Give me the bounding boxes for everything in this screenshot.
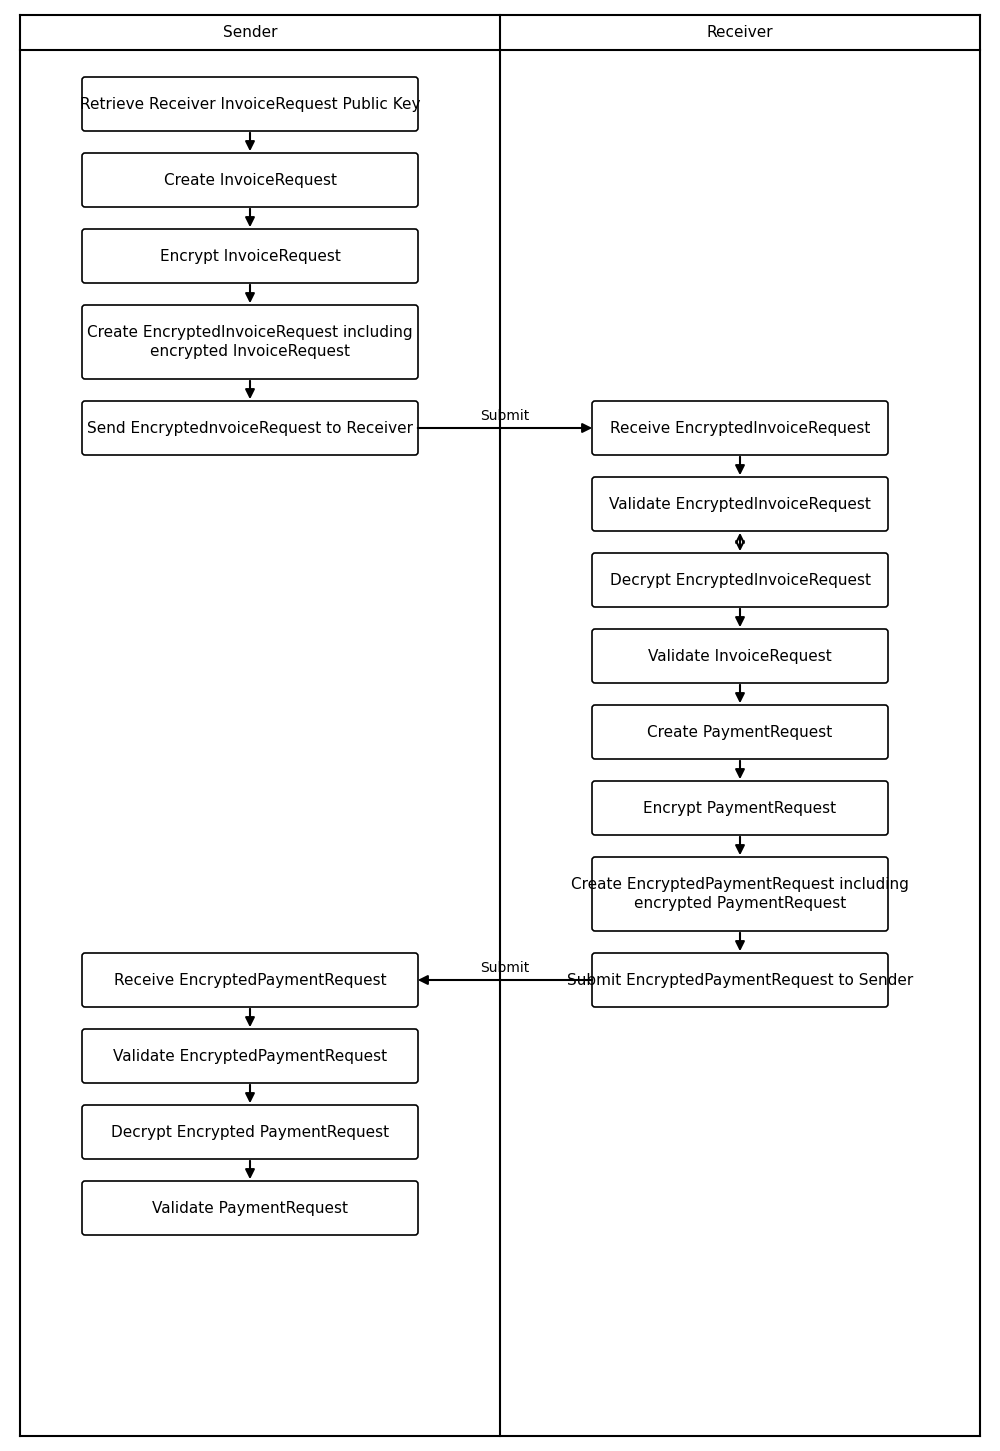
FancyBboxPatch shape: [82, 77, 418, 131]
FancyBboxPatch shape: [592, 628, 888, 683]
FancyBboxPatch shape: [82, 400, 418, 456]
Text: Receiver: Receiver: [707, 25, 773, 41]
FancyBboxPatch shape: [82, 229, 418, 283]
Text: Validate PaymentRequest: Validate PaymentRequest: [152, 1200, 348, 1216]
FancyBboxPatch shape: [82, 152, 418, 207]
Text: Submit: Submit: [480, 409, 530, 424]
Text: Validate InvoiceRequest: Validate InvoiceRequest: [648, 649, 832, 663]
FancyBboxPatch shape: [82, 305, 418, 379]
Text: Validate EncryptedInvoiceRequest: Validate EncryptedInvoiceRequest: [609, 496, 871, 512]
FancyBboxPatch shape: [82, 953, 418, 1007]
FancyBboxPatch shape: [82, 1106, 418, 1159]
Text: Create InvoiceRequest: Create InvoiceRequest: [164, 173, 337, 187]
FancyBboxPatch shape: [592, 553, 888, 607]
Text: Submit: Submit: [480, 961, 530, 975]
FancyBboxPatch shape: [82, 1181, 418, 1235]
Text: Decrypt Encrypted PaymentRequest: Decrypt Encrypted PaymentRequest: [111, 1125, 389, 1139]
Text: Encrypt PaymentRequest: Encrypt PaymentRequest: [643, 801, 837, 815]
Text: Validate EncryptedPaymentRequest: Validate EncryptedPaymentRequest: [113, 1049, 387, 1064]
Text: Decrypt EncryptedInvoiceRequest: Decrypt EncryptedInvoiceRequest: [610, 573, 870, 588]
Text: Receive EncryptedInvoiceRequest: Receive EncryptedInvoiceRequest: [610, 421, 870, 435]
FancyBboxPatch shape: [592, 781, 888, 834]
FancyBboxPatch shape: [592, 400, 888, 456]
Text: Sender: Sender: [223, 25, 277, 41]
FancyBboxPatch shape: [592, 953, 888, 1007]
FancyBboxPatch shape: [592, 705, 888, 759]
Text: Retrieve Receiver InvoiceRequest Public Key: Retrieve Receiver InvoiceRequest Public …: [80, 97, 420, 112]
FancyBboxPatch shape: [592, 477, 888, 531]
FancyBboxPatch shape: [82, 1029, 418, 1082]
Text: Create EncryptedInvoiceRequest including
encrypted InvoiceRequest: Create EncryptedInvoiceRequest including…: [87, 325, 413, 358]
FancyBboxPatch shape: [592, 858, 888, 932]
Text: Submit EncryptedPaymentRequest to Sender: Submit EncryptedPaymentRequest to Sender: [567, 972, 913, 988]
Text: Send EncryptednvoiceRequest to Receiver: Send EncryptednvoiceRequest to Receiver: [87, 421, 413, 435]
Text: Encrypt InvoiceRequest: Encrypt InvoiceRequest: [160, 248, 340, 264]
Text: Receive EncryptedPaymentRequest: Receive EncryptedPaymentRequest: [114, 972, 386, 988]
Text: Create PaymentRequest: Create PaymentRequest: [647, 724, 833, 740]
Text: Create EncryptedPaymentRequest including
encrypted PaymentRequest: Create EncryptedPaymentRequest including…: [571, 878, 909, 911]
